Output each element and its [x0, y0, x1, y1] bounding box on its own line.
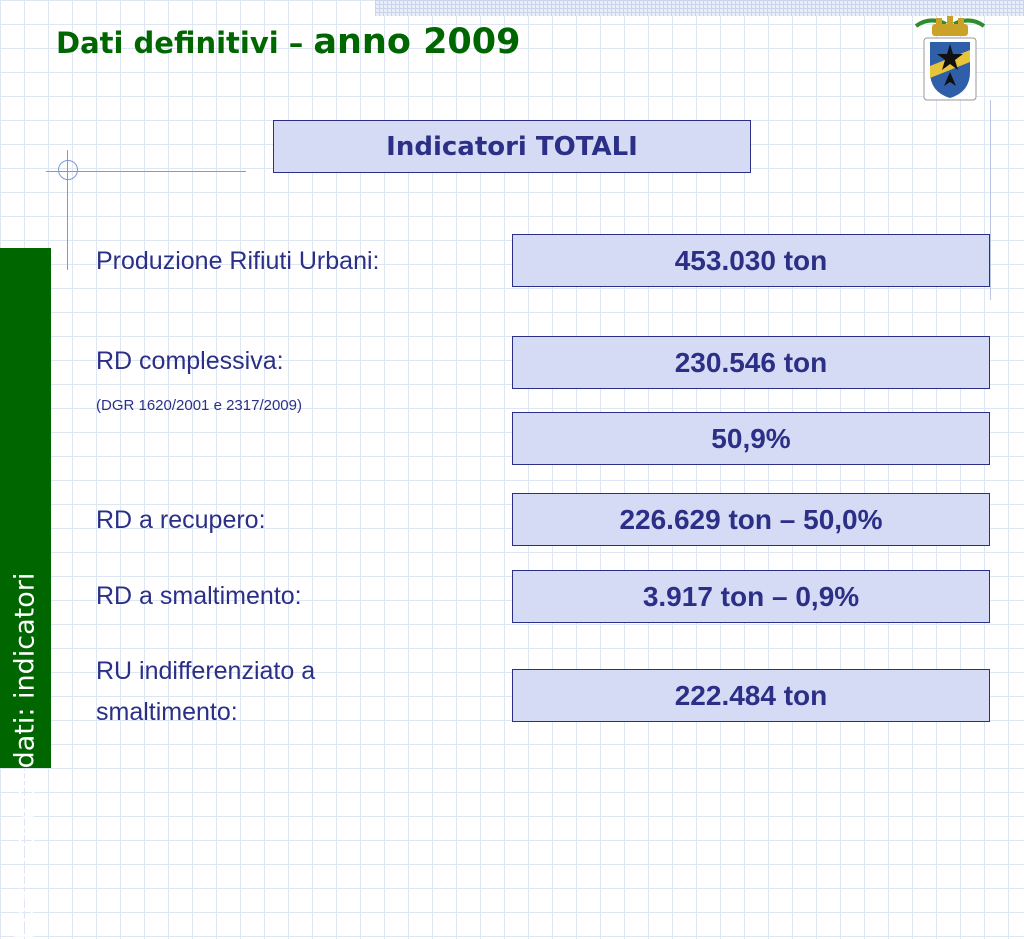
value-box-rd-smaltimento: 3.917 ton – 0,9%: [512, 570, 990, 623]
row-label-rd-smaltimento: RD a smaltimento:: [96, 582, 302, 610]
value-box-produzione: 453.030 ton: [512, 234, 990, 287]
decorative-circle: [58, 160, 78, 180]
title-part-1: Dati definitivi –: [56, 26, 314, 60]
section-sidebar: I dati consolidati: indicatori: [0, 248, 51, 939]
decorative-line-vertical: [67, 150, 68, 270]
decorative-line-horizontal: [46, 171, 246, 172]
page-title: Dati definitivi – anno 2009: [56, 22, 521, 62]
value-box-rd-recupero: 226.629 ton – 50,0%: [512, 493, 990, 546]
row-label-produzione: Produzione Rifiuti Urbani:: [96, 247, 380, 275]
top-decorative-band: [375, 0, 1024, 16]
value-box-rd-complessiva-percent: 50,9%: [512, 412, 990, 465]
row-label-rd-recupero: RD a recupero:: [96, 506, 266, 534]
sidebar-label: I dati consolidati: indicatori: [9, 572, 41, 939]
title-part-2: anno 2009: [313, 22, 521, 62]
row-note-dgr: (DGR 1620/2001 e 2317/2009): [96, 397, 302, 414]
value-box-rd-complessiva-ton: 230.546 ton: [512, 336, 990, 389]
value-box-ru-indifferenziato: 222.484 ton: [512, 669, 990, 722]
coat-of-arms-icon: [914, 16, 986, 101]
row-label-ru-indifferenziato-line2: smaltimento:: [96, 698, 238, 726]
indicators-header: Indicatori TOTALI: [273, 120, 751, 173]
decorative-line-right: [990, 100, 991, 300]
row-label-ru-indifferenziato-line1: RU indifferenziato a: [96, 657, 316, 685]
row-label-rd-complessiva: RD complessiva:: [96, 347, 284, 375]
